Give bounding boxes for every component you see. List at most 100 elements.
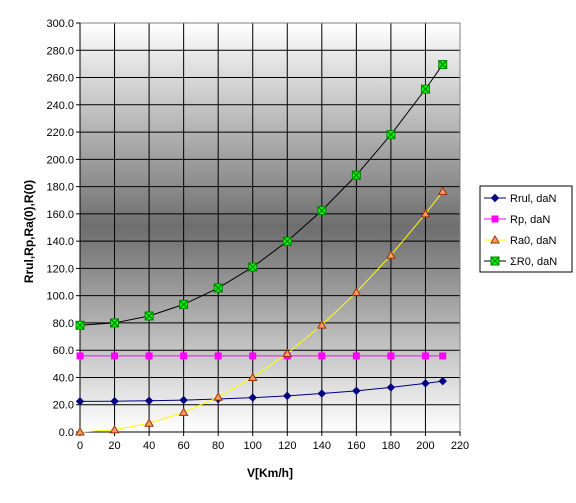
y-axis-title: Rrul,Rp,Ra(0),R(0) [22,180,36,283]
series-3-point [247,372,258,381]
series-3-point [351,287,362,296]
legend-marker [491,215,499,223]
series-2-point [352,352,360,360]
series-4-point [420,84,430,94]
x-tick-label: 40 [143,440,155,452]
series-3-point [420,208,431,218]
series-2-point [214,352,222,360]
x-tick-label: 120 [278,440,296,452]
legend-label: Ra0, daN [510,235,557,247]
series-1-line [79,380,443,402]
legend-marker [490,256,500,266]
y-tick-label: 120.0 [46,263,74,275]
x-tick-label: 220 [451,440,469,452]
series-3-point [109,424,120,434]
legend-item: Rrul, daN [484,193,557,205]
series-layer [75,60,448,436]
x-tick-label: 140 [313,440,331,452]
series-3-point [386,250,396,259]
series-4 [75,60,448,330]
series-1-point [352,386,361,396]
series-1 [75,376,447,406]
y-tick-label: 20.0 [53,400,74,412]
y-tick-label: 60.0 [53,345,74,357]
x-tick-label: 80 [212,440,224,452]
x-axis: 0 20 40 60 80 100 120 140 160 180 200 220 [77,431,469,452]
legend: Rrul, daN Rp, daN Ra0, daN ΣR0, daN [479,185,573,273]
y-tick-label: 240.0 [46,100,74,112]
series-4-point [248,262,258,272]
legend-marker [490,234,500,244]
y-tick-label: 280.0 [46,45,74,57]
series-2-point [76,352,84,360]
series-1-point [248,393,257,402]
series-4-point [386,130,396,140]
x-tick-label: 0 [77,440,83,452]
series-1-point [421,379,430,388]
series-4-point [110,318,120,328]
legend-label: Rp, daN [510,214,550,226]
series-4-point [179,299,189,309]
series-3-point [282,348,293,357]
series-4-point [438,60,448,70]
legend-item: Rp, daN [484,214,550,226]
series-2-point [439,352,447,360]
series-1-point [386,383,396,392]
y-tick-label: 300.0 [46,18,74,30]
y-tick-label: 160.0 [46,209,74,221]
series-1-point [283,391,292,401]
series-4-line [79,64,444,326]
legend-item: Ra0, daN [484,234,557,247]
y-tick-label: 140.0 [46,236,74,248]
series-1-point [179,395,188,405]
series-2-point [249,352,257,360]
x-axis-title: V[Km/h] [247,466,293,480]
series-2 [76,352,447,360]
series-4-point [144,311,154,321]
series-4-point [75,320,85,330]
x-tick-label: 200 [416,440,434,452]
series-2-point [421,352,429,360]
series-1-point [438,376,447,386]
y-tick-label: 260.0 [46,73,74,85]
series-1-point [110,396,119,406]
series-3 [75,186,448,436]
x-tick-label: 180 [382,440,400,452]
y-axis: 0.0 20.0 40.0 60.0 80.0 100.0 120.0 140.0 160.0 1… [46,18,81,439]
x-tick-label: 20 [108,440,120,452]
legend-marker [490,193,500,203]
series-4-point [213,283,223,293]
series-2-point [387,352,395,360]
series-3-point [178,407,189,416]
series-3-line [79,191,444,433]
series-1-point [75,397,85,406]
series-3-point [437,186,448,196]
series-3-point [75,426,85,436]
y-tick-label: 0.0 [59,427,74,439]
y-tick-label: 40.0 [53,372,74,384]
series-2-point [111,352,119,360]
series-4-point [351,170,361,180]
x-tick-label: 60 [178,440,190,452]
x-tick-label: 160 [347,440,365,452]
y-tick-label: 80.0 [53,318,74,330]
y-tick-label: 100.0 [46,291,74,303]
series-3-point [144,418,154,427]
y-tick-label: 180.0 [46,182,74,194]
legend-label: Rrul, daN [510,193,557,205]
plot-area [80,23,460,432]
y-tick-label: 200.0 [46,154,74,166]
series-3-point [213,392,224,401]
x-tick-label: 100 [244,440,262,452]
series-2-point [145,352,153,360]
series-1-point [144,396,154,405]
series-4-point [317,206,327,216]
series-2-point [180,352,188,360]
legend-label: ΣR0, daN [510,256,557,268]
legend-item: ΣR0, daN [484,256,557,268]
series-4-point [282,236,292,246]
series-2-point [318,352,326,360]
y-tick-label: 220.0 [46,127,74,139]
